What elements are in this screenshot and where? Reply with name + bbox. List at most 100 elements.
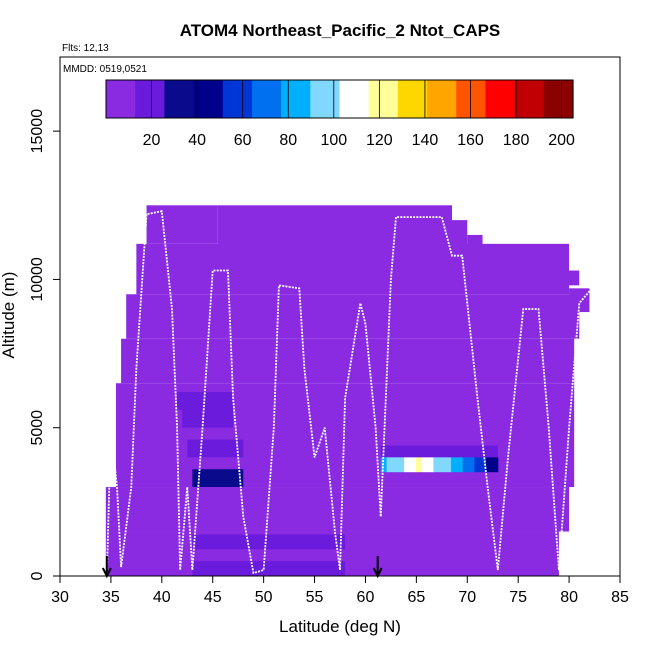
colorbar-segment [254,80,259,118]
colorbar-segment [205,80,209,118]
colorbar-segment [284,80,288,118]
plot-area [105,205,590,576]
colorbar-segment [304,80,308,118]
colorbar-segment [482,80,487,118]
colorbar-tick-label: 60 [234,132,252,149]
colorbar-segment [473,80,478,118]
flight-track-line [105,210,591,577]
colorbar-segment [374,80,379,118]
colorbar-segment [520,80,524,118]
colorbar-segment [269,80,273,118]
intense-cell [415,457,423,473]
colorbar-segment [476,80,481,118]
colorbar-segment [146,80,151,118]
colorbar-segment [459,80,463,118]
colorbar-segment [523,80,527,118]
intense-cell [486,457,493,473]
colorbar-segment [316,80,320,118]
background-cell [136,243,570,295]
colorbar-segment [508,80,513,118]
intense-cell [386,457,393,473]
colorbar-segment [462,80,466,118]
colorbar-segment [418,80,422,118]
colorbar-segment [319,80,323,118]
x-tick-label: 30 [51,589,69,606]
x-tick-label: 55 [306,589,324,606]
colorbar-segment [184,80,189,118]
colorbar-segment [558,80,562,118]
colorbar-segment [359,80,364,118]
colorbar-segment [561,80,565,118]
colorbar-segment [380,80,384,118]
colorbar-segment [409,80,414,118]
colorbar-segment [126,80,130,118]
colorbar-segment [564,80,568,118]
colorbar-tick-label: 200 [548,132,575,149]
colorbar-segment [234,80,238,118]
colorbar-segment [249,80,253,118]
intense-cell [468,457,475,473]
colorbar-segment [155,80,160,118]
colorbar-segment [199,80,203,118]
colorbar-segment [251,80,256,118]
colorbar-segment [260,80,265,118]
colorbar-segment [403,80,408,118]
colorbar-segment [365,80,370,118]
colorbar-tick-label: 40 [188,132,206,149]
colorbar-segment [178,80,183,118]
colorbar-segment [161,80,165,118]
colorbar-segment [106,80,110,118]
background-cell [105,487,570,532]
colorbar: 20 40 60 80 100 120 140 160 180 200 [105,79,575,149]
colorbar-segment [190,80,195,118]
colorbar-segment [114,80,119,118]
colorbar-segment [158,80,163,118]
colorbar-segment [313,80,317,118]
x-tick-label: 65 [407,589,425,606]
background-cell [126,294,580,339]
colorbar-segment [470,80,475,118]
intense-cell [182,409,234,428]
colorbar-segment [181,80,186,118]
x-tick-label: 40 [153,589,171,606]
colorbar-segment [412,80,416,118]
colorbar-segment [502,80,507,118]
dates-label: MMDD: 0519,0521 [63,64,147,75]
x-tick-label: 75 [509,589,527,606]
colorbar-segment [497,80,501,118]
colorbar-segment [491,80,495,118]
colorbar-segment [429,80,434,118]
y-axis-label: Altitude (m) [0,272,18,359]
colorbar-segment [535,80,539,118]
colorbar-segment [368,80,373,118]
y-axis: 0 5000 10000 15000 [29,109,61,580]
colorbar-segment [500,80,504,118]
colorbar-tick-label: 180 [503,132,530,149]
colorbar-segment [298,80,303,118]
flights-label: Flts: 12,13 [62,43,109,54]
colorbar-segment [222,80,227,118]
colorbar-segment [164,80,168,118]
colorbar-segment [228,80,233,118]
colorbar-segment [537,80,542,118]
colorbar-segment [406,80,411,118]
colorbar-segment [257,80,262,118]
colorbar-segment [292,80,297,118]
colorbar-segment [400,80,405,118]
colorbar-segment [193,80,198,118]
colorbar-segment [427,80,431,118]
colorbar-segment [295,80,300,118]
intense-cell [398,457,405,473]
colorbar-segment [345,80,349,118]
colorbar-tick-label: 100 [320,132,347,149]
colorbar-segment [336,80,341,118]
intense-cell [462,457,470,473]
intense-cell [404,457,411,473]
colorbar-segment [441,80,446,118]
colorbar-segment [348,80,352,118]
colorbar-segment [211,80,215,118]
x-tick-label: 60 [357,589,375,606]
colorbar-segment [424,80,428,118]
x-axis-label: Latitude (deg N) [279,617,401,636]
colorbar-segment [275,80,279,118]
